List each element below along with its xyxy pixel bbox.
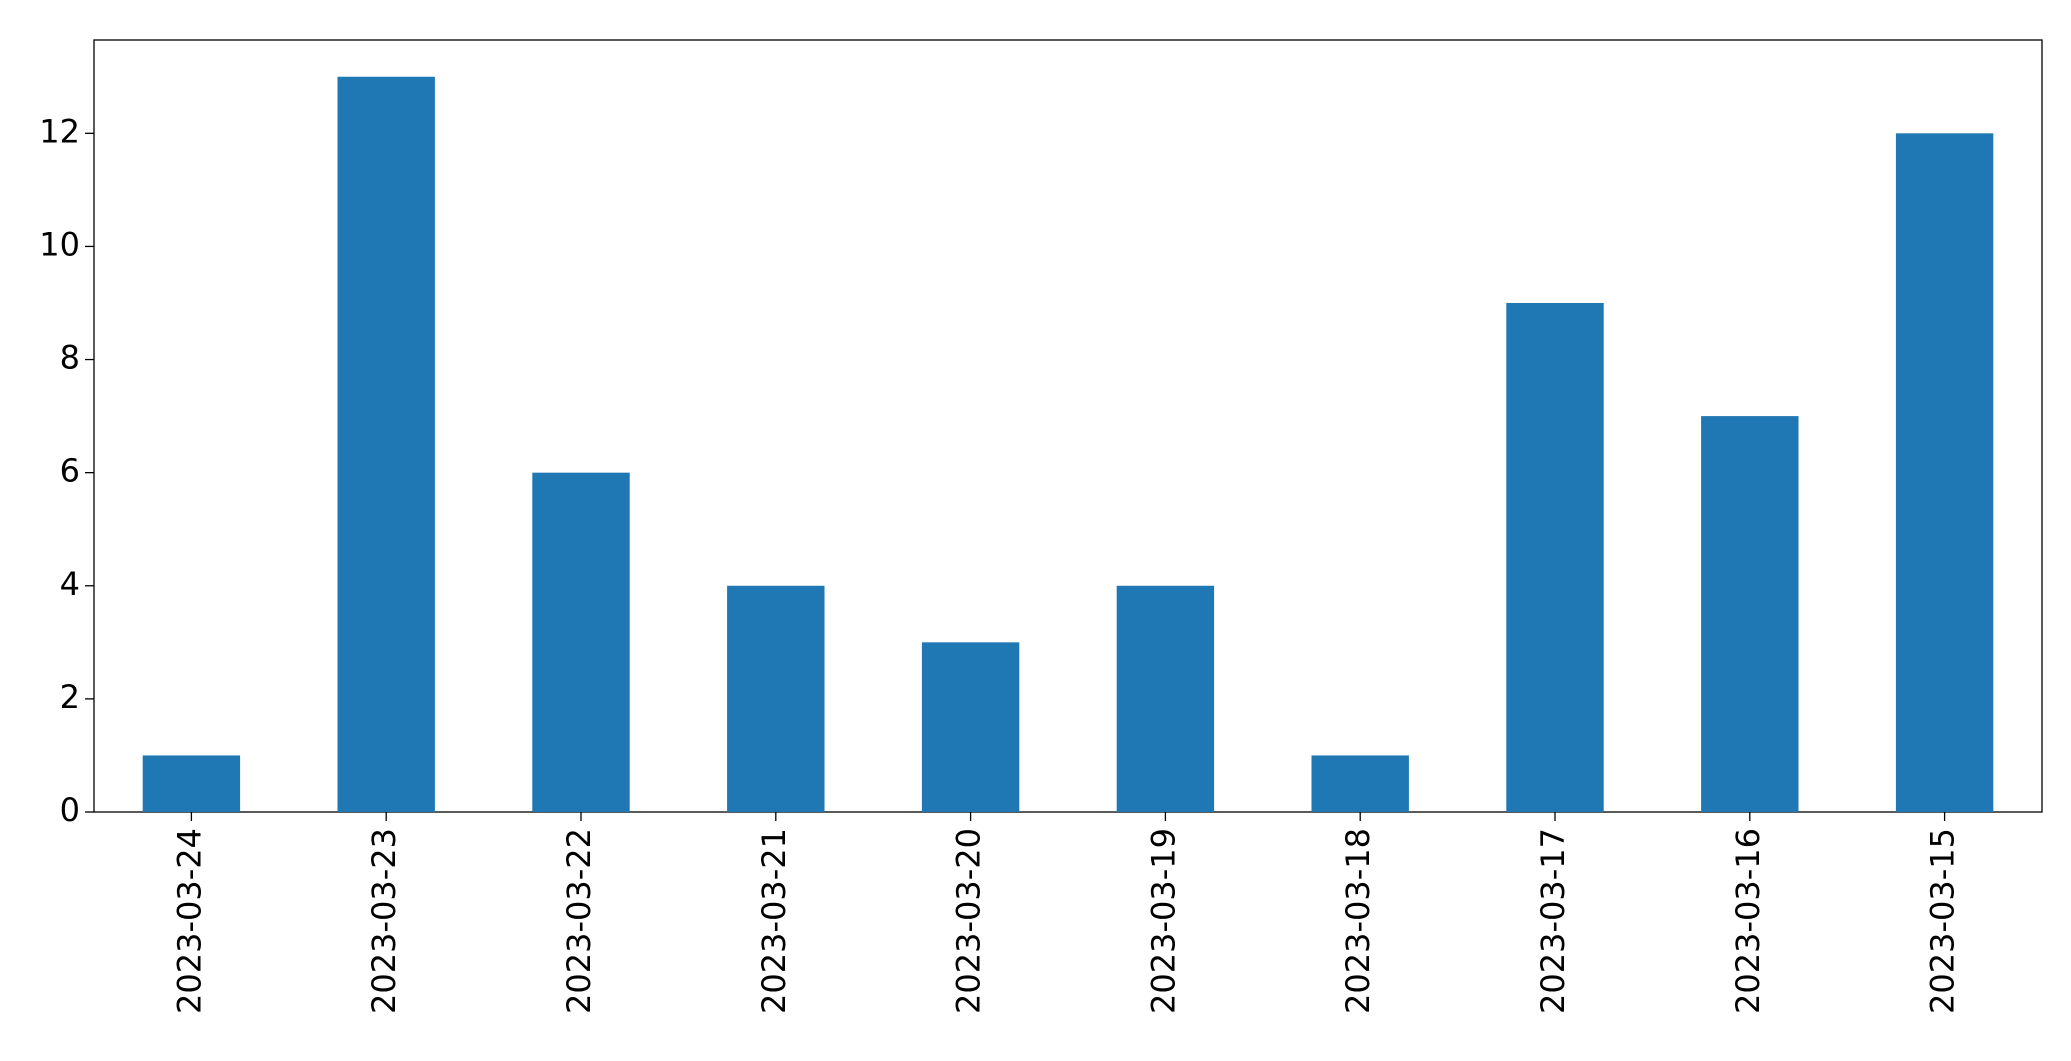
bar xyxy=(1506,302,1604,812)
x-tick-label: 2023-03-16 xyxy=(1729,828,1767,1014)
bar xyxy=(337,76,435,812)
x-tick-label: 2023-03-21 xyxy=(755,828,793,1014)
y-tick-label: 0 xyxy=(60,791,80,829)
bar xyxy=(142,755,241,812)
y-tick-label: 2 xyxy=(60,678,80,716)
x-tick-label: 2023-03-23 xyxy=(365,828,403,1014)
y-tick-label: 6 xyxy=(60,452,80,490)
bar xyxy=(921,642,1020,812)
x-tick-label: 2023-03-15 xyxy=(1924,828,1962,1014)
x-tick-label: 2023-03-24 xyxy=(170,828,208,1014)
bar xyxy=(1701,416,1799,812)
y-tick-label: 8 xyxy=(60,339,80,377)
x-tick-label: 2023-03-17 xyxy=(1534,828,1572,1014)
x-tick-label: 2023-03-19 xyxy=(1144,828,1182,1014)
bar xyxy=(1116,585,1215,812)
x-tick-label: 2023-03-22 xyxy=(560,828,598,1014)
y-tick-label: 10 xyxy=(39,225,80,263)
y-tick-label: 4 xyxy=(60,565,80,603)
y-tick-label: 12 xyxy=(39,112,80,150)
bar xyxy=(1311,755,1409,812)
bar xyxy=(1895,133,1994,813)
bar xyxy=(727,585,825,812)
x-tick-label: 2023-03-18 xyxy=(1339,828,1377,1014)
x-tick-label: 2023-03-20 xyxy=(950,828,988,1014)
bar xyxy=(532,472,630,812)
plot-frame xyxy=(93,39,2043,813)
